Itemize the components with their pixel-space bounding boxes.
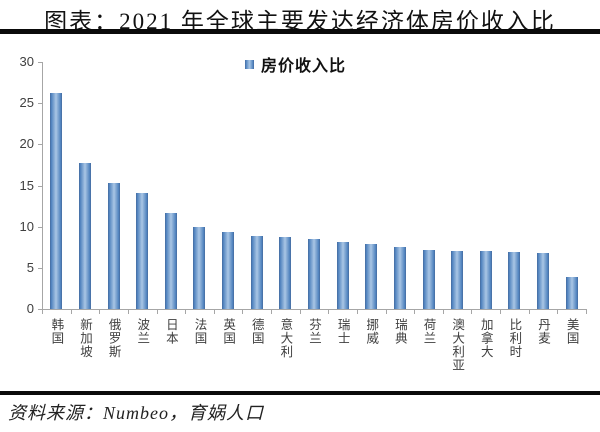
- y-axis-tick: [38, 62, 42, 63]
- category-label: 丹麦: [536, 318, 551, 345]
- bar: [250, 235, 263, 309]
- bar: [222, 232, 235, 309]
- y-axis-tick: [38, 144, 42, 146]
- source-note: 资料来源：Numbeo，育娲人口: [8, 403, 264, 423]
- x-axis-tick: [500, 310, 502, 314]
- bar: [537, 253, 550, 309]
- y-axis-line: [42, 62, 43, 309]
- category-label: 俄罗斯: [106, 318, 121, 359]
- y-axis-tick: [38, 226, 42, 228]
- category-label: 新加坡: [77, 318, 92, 359]
- y-axis-tick-label: 10: [19, 218, 34, 234]
- chart-legend: 房价收入比: [245, 52, 346, 76]
- bar: [78, 163, 91, 309]
- y-axis-tick: [38, 309, 42, 310]
- category-label: 波兰: [135, 318, 150, 345]
- bar: [336, 242, 349, 309]
- x-axis-tick: [414, 310, 416, 314]
- category-label: 荷兰: [421, 318, 436, 345]
- x-axis-tick: [185, 310, 187, 314]
- y-axis-tick: [38, 103, 42, 105]
- x-axis-tick: [271, 310, 273, 314]
- x-axis-tick: [586, 310, 587, 314]
- bar: [422, 249, 435, 309]
- legend-swatch-icon: [245, 59, 254, 69]
- bar: [508, 252, 521, 309]
- x-axis-tick: [70, 310, 72, 314]
- bar-chart: 0 5 10 15 20 25 30 韩国 新加坡 俄罗斯 波兰 日本 法国 英国 德国 意大利 芬兰 瑞士 挪威瑞…: [0, 46, 600, 391]
- bar: [193, 226, 206, 309]
- bar: [393, 247, 406, 309]
- category-label: 意大利: [278, 318, 293, 359]
- x-axis-tick: [42, 310, 43, 314]
- y-axis-tick-label: 20: [19, 136, 34, 152]
- category-label: 瑞典: [392, 318, 407, 345]
- bar: [164, 213, 177, 309]
- x-axis-tick: [299, 310, 301, 314]
- x-axis-tick: [328, 310, 330, 314]
- x-axis-line: [42, 309, 587, 310]
- bar: [479, 250, 492, 309]
- x-axis-tick: [127, 310, 129, 314]
- y-axis-tick-label: 25: [19, 95, 34, 111]
- x-axis-tick: [528, 310, 530, 314]
- category-label: 加拿大: [478, 318, 493, 359]
- bar: [451, 250, 464, 309]
- x-axis-tick: [213, 310, 215, 314]
- y-axis-tick: [38, 185, 42, 187]
- x-axis-tick: [242, 310, 244, 314]
- y-axis-tick-label: 0: [26, 301, 34, 316]
- x-axis-tick: [471, 310, 473, 314]
- x-axis-tick: [356, 310, 358, 314]
- y-axis-tick-label: 15: [19, 177, 34, 193]
- category-label: 比利时: [507, 318, 522, 359]
- category-label: 瑞士: [335, 318, 350, 345]
- category-label: 德国: [249, 318, 264, 345]
- bar: [365, 243, 378, 309]
- category-label: 英国: [221, 318, 236, 345]
- bar: [136, 192, 149, 309]
- y-axis-tick: [38, 267, 42, 269]
- category-label: 美国: [564, 318, 579, 345]
- y-axis-tick-label: 30: [19, 54, 34, 69]
- bar: [565, 276, 578, 309]
- x-axis-tick: [156, 310, 158, 314]
- bar: [50, 93, 63, 309]
- x-axis-tick: [557, 310, 559, 314]
- category-label: 澳大利亚: [450, 318, 465, 372]
- category-label: 挪威: [364, 318, 379, 345]
- category-label: 日本: [163, 318, 178, 345]
- x-axis-tick: [99, 310, 101, 314]
- title-divider: [0, 29, 600, 34]
- bar: [308, 239, 320, 309]
- y-axis-tick-label: 5: [26, 259, 34, 275]
- x-axis-tick: [442, 310, 444, 314]
- category-label: 芬兰: [307, 318, 321, 345]
- bar: [107, 183, 120, 309]
- bar: [279, 236, 292, 309]
- footer-divider: [0, 391, 600, 395]
- x-axis-tick: [385, 310, 387, 314]
- legend-label: 房价收入比: [261, 58, 347, 75]
- category-label: 韩国: [49, 318, 64, 345]
- category-label: 法国: [192, 318, 207, 345]
